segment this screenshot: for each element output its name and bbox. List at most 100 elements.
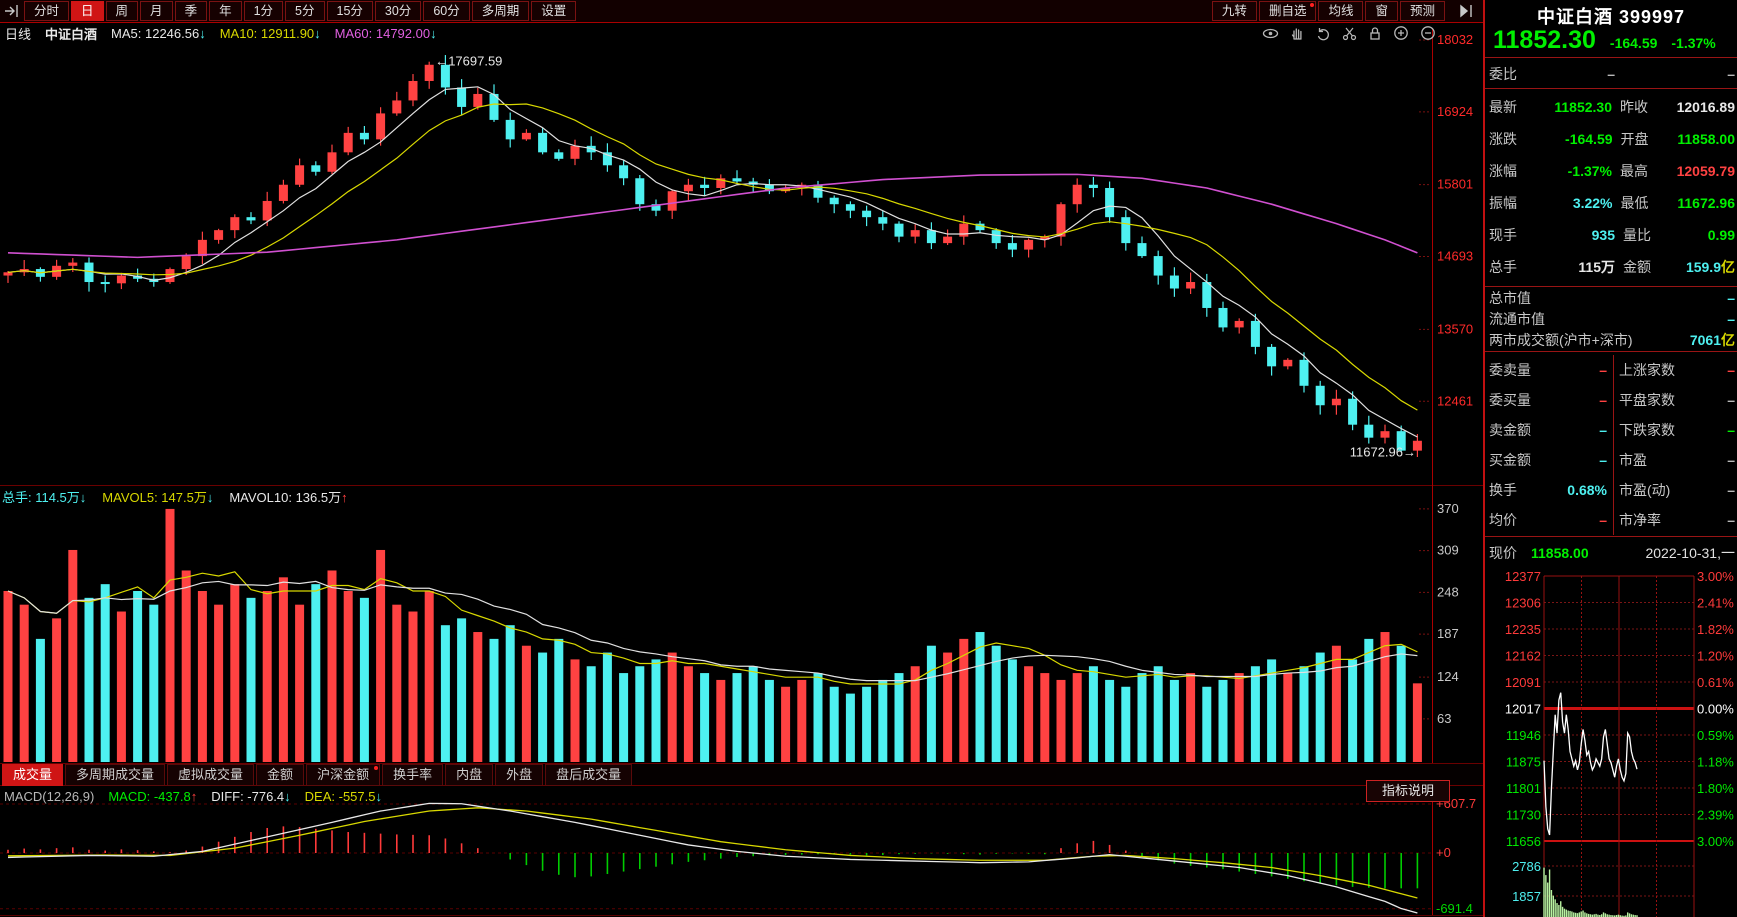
indicator-tab-内盘[interactable]: 内盘	[445, 763, 494, 786]
period-tab-月[interactable]: 月	[140, 1, 173, 21]
tool-tab-删自选[interactable]: 删自选	[1258, 1, 1317, 21]
volume-total: 总手: 114.5万↓	[2, 489, 87, 505]
indicator-tab-虚拟成交量[interactable]: 虚拟成交量	[167, 763, 255, 786]
chart-tool-icons	[1262, 25, 1436, 44]
indicator-help-button[interactable]: 指标说明	[1366, 780, 1450, 802]
svg-text:2786: 2786	[1512, 859, 1541, 874]
indicator-tab-盘后成交量[interactable]: 盘后成交量	[545, 763, 633, 786]
svg-text:+0: +0	[1436, 845, 1451, 860]
svg-text:187: 187	[1437, 626, 1459, 641]
indicator-tab-金额[interactable]: 金额	[256, 763, 305, 786]
indicator-tabs: 成交量 多周期成交量 虚拟成交量 金额 沪深金额 换手率 内盘 外盘 盘后成交量	[0, 763, 1483, 786]
svg-text:1.20%: 1.20%	[1697, 649, 1734, 664]
quote-row: 涨幅 -1.37% 最高 12059.79	[1489, 163, 1735, 179]
svg-text:13570: 13570	[1437, 321, 1473, 336]
market-stat-rows: 委卖量 – 上涨家数 – 委买量 – 平盘家数 – 卖金额 – 下跌家数 – 买金额 – 市盈 – 换手 0.68…	[1489, 355, 1735, 535]
svg-text:11946: 11946	[1506, 728, 1541, 743]
svg-text:1.80%: 1.80%	[1697, 781, 1734, 796]
mavol10-value: MAVOL10: 136.5万↑	[229, 489, 348, 505]
indicator-tab-换手率[interactable]: 换手率	[382, 763, 444, 786]
eye-icon[interactable]	[1262, 26, 1279, 44]
period-tab-季[interactable]: 季	[174, 1, 208, 21]
svg-text:11656: 11656	[1506, 834, 1541, 849]
macd-header: MACD(12,26,9) MACD: -437.8↑ DIFF: -776.4…	[4, 788, 904, 804]
svg-text:11801: 11801	[1506, 781, 1541, 796]
tool-tab-均线[interactable]: 均线	[1318, 1, 1364, 21]
scissors-icon[interactable]	[1342, 26, 1357, 44]
period-tab-30分[interactable]: 30分	[374, 1, 422, 21]
current-date: 2022-10-31,一	[1645, 545, 1735, 561]
stat-row: 均价 – 市净率 –	[1489, 512, 1735, 528]
period-tab-1分[interactable]: 1分	[243, 1, 284, 21]
period-tab-15分[interactable]: 15分	[326, 1, 373, 21]
svg-text:1857: 1857	[1512, 889, 1541, 904]
current-price: 11858.00	[1531, 545, 1589, 561]
lock-icon[interactable]	[1368, 26, 1382, 44]
period-tab-设置[interactable]: 设置	[531, 1, 577, 21]
quote-row: 总手 115万 金额 159.9亿	[1489, 259, 1735, 275]
svg-text:2.41%: 2.41%	[1697, 596, 1734, 611]
indicator-tab-外盘[interactable]: 外盘	[495, 763, 544, 786]
tool-tab-九转[interactable]: 九转	[1211, 1, 1257, 21]
zoom-out-icon[interactable]	[1420, 25, 1436, 44]
diff-arrow-down-icon: ↓	[284, 788, 291, 804]
tool-tab-预测[interactable]: 预测	[1399, 1, 1445, 21]
volume-arrow-down-icon: ↓	[79, 489, 87, 505]
price-change: -164.59	[1609, 35, 1658, 51]
period-tab-分时[interactable]: 分时	[24, 1, 70, 21]
red-dot	[1310, 3, 1315, 7]
market-cap-rows: 总市值 – 流通市值 – 两市成交额(沪市+深市) 7061亿	[1489, 288, 1735, 351]
svg-text:12235: 12235	[1505, 622, 1541, 637]
svg-text:2.39%: 2.39%	[1697, 808, 1734, 823]
period-tab-60分[interactable]: 60分	[423, 1, 470, 21]
instrument-title: 中证白酒 399997	[1536, 7, 1686, 27]
svg-text:0.59%: 0.59%	[1697, 728, 1734, 743]
quote-row: 最新 11852.30 昨收 12016.89	[1489, 99, 1735, 115]
period-tab-周[interactable]: 周	[105, 1, 139, 21]
svg-text:11730: 11730	[1506, 808, 1541, 823]
undo-icon[interactable]	[1316, 26, 1331, 44]
ma10-arrow-down-icon: ↓	[314, 25, 321, 41]
period-tab-多周期[interactable]: 多周期	[471, 1, 530, 21]
stat-row: 委买量 – 平盘家数 –	[1489, 392, 1735, 408]
macd-arrow-up-icon: ↑	[190, 788, 198, 804]
dea-arrow-down-icon: ↓	[375, 788, 382, 804]
period-label: 日线	[5, 26, 32, 42]
hand-icon[interactable]	[1290, 26, 1305, 44]
quote-row: 现手 935 量比 0.99	[1489, 227, 1735, 243]
current-price-row: 现价 11858.00 2022-10-31,一	[1489, 540, 1735, 566]
price-change-pct: -1.37%	[1671, 35, 1716, 51]
indicator-tab-沪深金额[interactable]: 沪深金额	[306, 763, 381, 786]
tool-tab-窗[interactable]: 窗	[1365, 1, 1398, 21]
cap-row: 两市成交额(沪市+深市) 7061亿	[1489, 332, 1735, 348]
zoom-in-icon[interactable]	[1393, 25, 1409, 44]
svg-text:12162: 12162	[1505, 649, 1541, 664]
intraday-mini-chart[interactable]: 12377 3.00% 12306 2.41% 12235 1.82% 12162 1.20%…	[1485, 570, 1737, 917]
quote-row: 涨跌 -164.59 开盘 11858.00	[1489, 131, 1735, 147]
period-tab-年[interactable]: 年	[209, 1, 242, 21]
ma10-value: MA10: 12911.90↓	[219, 25, 321, 41]
volume-header: 总手: 114.5万↓ MAVOL5: 147.5万↓ MAVOL10: 136…	[2, 487, 902, 505]
svg-text:16924: 16924	[1437, 104, 1473, 119]
skip-start-icon[interactable]	[0, 4, 24, 18]
cap-row: 流通市值 –	[1489, 311, 1735, 327]
weibi-row: 委比 – –	[1489, 66, 1735, 82]
indicator-tab-多周期成交量[interactable]: 多周期成交量	[65, 763, 166, 786]
red-dot	[374, 765, 379, 770]
quote-row: 振幅 3.22% 最低 11672.96	[1489, 195, 1735, 211]
svg-text:248: 248	[1437, 584, 1459, 599]
main-candlestick-chart[interactable]: 18032 16924 15801 14693 13570 12461 ←17697.59 1…	[0, 0, 1483, 917]
svg-text:0.00%: 0.00%	[1697, 702, 1734, 717]
svg-text:14693: 14693	[1437, 249, 1473, 264]
tool-tabs: 九转 删自选 均线窗预测	[1211, 0, 1455, 22]
stat-row: 买金额 – 市盈 –	[1489, 452, 1735, 468]
mavol5-value: MAVOL5: 147.5万↓	[102, 489, 214, 505]
period-tab-日[interactable]: 日	[71, 1, 104, 21]
svg-text:12091: 12091	[1505, 675, 1541, 690]
indicator-tab-成交量[interactable]: 成交量	[2, 763, 64, 786]
svg-text:15801: 15801	[1437, 177, 1473, 192]
skip-end-icon[interactable]	[1455, 4, 1479, 18]
stat-row: 委卖量 – 上涨家数 –	[1489, 362, 1735, 378]
period-tab-5分[interactable]: 5分	[285, 1, 325, 21]
